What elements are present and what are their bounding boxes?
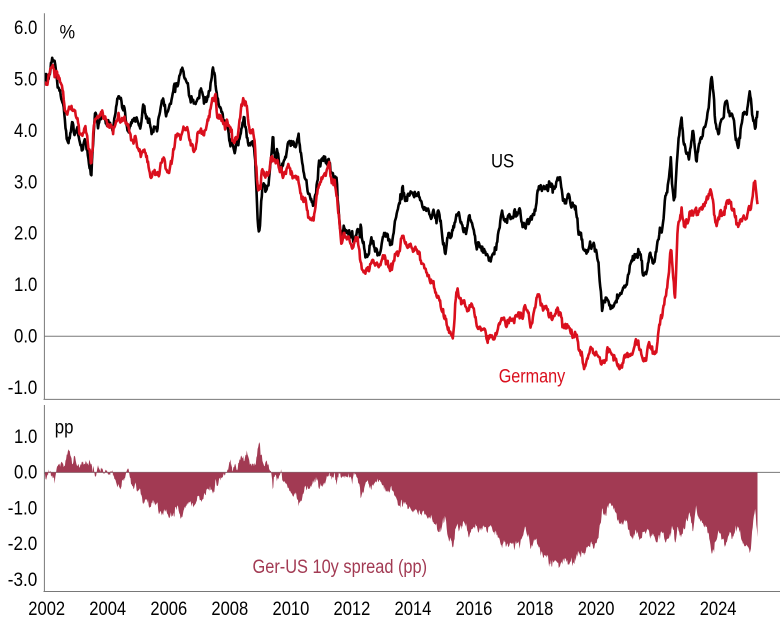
svg-text:2018: 2018 <box>517 599 554 620</box>
svg-text:2006: 2006 <box>150 599 187 620</box>
svg-text:3.0: 3.0 <box>14 172 37 193</box>
svg-text:2022: 2022 <box>639 599 676 620</box>
svg-text:US: US <box>491 152 514 173</box>
svg-text:pp: pp <box>55 418 74 439</box>
svg-text:2016: 2016 <box>456 599 493 620</box>
svg-text:2004: 2004 <box>89 599 126 620</box>
svg-text:1.0: 1.0 <box>14 427 37 448</box>
svg-text:2008: 2008 <box>211 599 248 620</box>
svg-text:Germany: Germany <box>499 367 566 388</box>
svg-text:5.0: 5.0 <box>14 70 37 91</box>
svg-text:-1.0: -1.0 <box>8 378 38 399</box>
svg-text:2024: 2024 <box>700 599 737 620</box>
svg-text:2002: 2002 <box>28 599 65 620</box>
svg-text:2010: 2010 <box>273 599 310 620</box>
svg-text:Ger-US 10y spread (pp): Ger-US 10y spread (pp) <box>252 557 427 578</box>
svg-text:4.0: 4.0 <box>14 121 37 142</box>
svg-text:-2.0: -2.0 <box>8 534 38 555</box>
svg-text:0.0: 0.0 <box>14 327 37 348</box>
svg-text:2014: 2014 <box>395 599 432 620</box>
svg-text:-3.0: -3.0 <box>8 570 38 591</box>
svg-text:2012: 2012 <box>334 599 371 620</box>
svg-text:1.0: 1.0 <box>14 275 37 296</box>
svg-text:0.0: 0.0 <box>14 463 37 484</box>
svg-text:2.0: 2.0 <box>14 224 37 245</box>
svg-text:-1.0: -1.0 <box>8 498 38 519</box>
svg-text:%: % <box>60 23 76 44</box>
svg-text:6.0: 6.0 <box>14 18 37 39</box>
svg-text:2020: 2020 <box>578 599 615 620</box>
